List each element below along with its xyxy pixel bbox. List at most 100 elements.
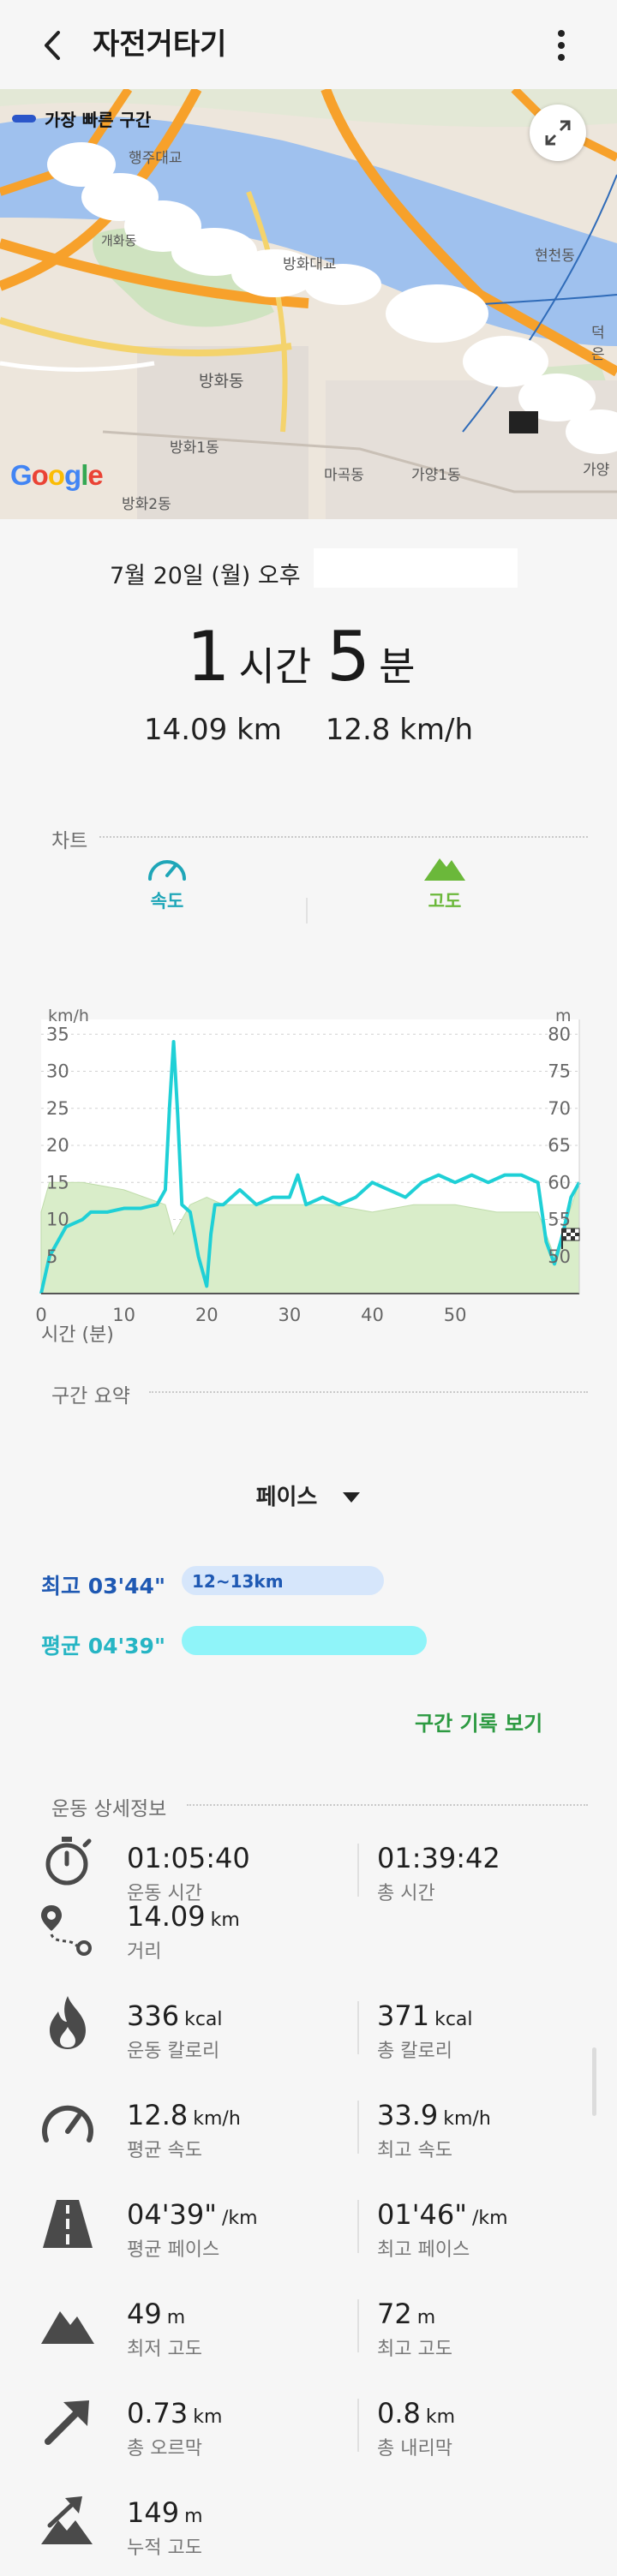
total-descent-label: 총 내리막 bbox=[377, 2438, 452, 2459]
view-segment-records-link[interactable]: 구간 기록 보기 bbox=[415, 1712, 543, 1736]
google-logo: Google bbox=[10, 459, 104, 491]
minutes-unit: 분 bbox=[379, 643, 416, 690]
more-vertical-icon bbox=[558, 30, 565, 61]
pace-selector-label: 페이스 bbox=[255, 1485, 318, 1510]
mountain-icon bbox=[41, 2311, 94, 2344]
total-ascent-label: 총 오르막 bbox=[127, 2438, 202, 2459]
speed-elevation-chart: km/h m 35 30 25 20 15 10 5 80 75 70 65 60 55 50 0 10 20 3… bbox=[26, 994, 591, 1388]
tab-speed-label: 속도 bbox=[150, 891, 184, 911]
summary-distance: 14.09 km bbox=[143, 713, 282, 747]
workout-date: 7월 20일 (월) 오후 bbox=[110, 563, 301, 589]
time-redaction bbox=[314, 548, 518, 588]
workout-duration: 1 시간 5 분 bbox=[0, 617, 617, 696]
best-pace-detail-label: 최고 페이스 bbox=[377, 2239, 470, 2261]
max-speed-value: 33.9 km/h bbox=[377, 2099, 491, 2131]
column-divider bbox=[357, 2399, 359, 2452]
map-label: 마곡동 bbox=[324, 467, 364, 484]
mountain-icon bbox=[424, 858, 465, 881]
column-divider bbox=[357, 2101, 359, 2154]
min-elevation-label: 최저 고도 bbox=[127, 2339, 202, 2360]
route-distance-icon bbox=[41, 1905, 92, 1956]
section-divider bbox=[187, 1804, 588, 1806]
map-label: 개화동 bbox=[101, 233, 137, 248]
cumulative-elevation-value: 149 m bbox=[127, 2496, 203, 2529]
right-tick-label: 60 bbox=[548, 1172, 571, 1192]
map-label: 방화대교 bbox=[283, 256, 337, 273]
x-tick-label: 0 bbox=[35, 1305, 46, 1325]
right-tick-label: 55 bbox=[548, 1210, 571, 1230]
caret-down-icon bbox=[343, 1492, 361, 1503]
section-divider bbox=[99, 836, 588, 838]
total-time-value: 01:39:42 bbox=[377, 1842, 500, 1874]
x-tick-label: 20 bbox=[195, 1305, 219, 1325]
max-speed-label: 최고 속도 bbox=[377, 2140, 452, 2161]
x-tick-label: 30 bbox=[278, 1305, 301, 1325]
speedometer-icon bbox=[148, 860, 186, 881]
cumulative-elevation-label: 누적 고도 bbox=[127, 2537, 202, 2559]
column-divider bbox=[357, 2299, 359, 2352]
finish-flag-icon bbox=[561, 1228, 580, 1249]
road-icon bbox=[43, 2200, 93, 2248]
x-tick-label: 10 bbox=[112, 1305, 135, 1325]
pace-selector[interactable]: 페이스 bbox=[0, 1479, 617, 1511]
left-tick-label: 30 bbox=[46, 1061, 69, 1082]
chart-section-title: 차트 bbox=[51, 830, 88, 852]
speed-series-line bbox=[39, 1039, 581, 1294]
best-segment-range: 12~13km bbox=[192, 1571, 284, 1592]
workout-time-value: 01:05:40 bbox=[127, 1842, 250, 1874]
map-label: 방화동 bbox=[199, 372, 244, 391]
workout-calories-value: 336 kcal bbox=[127, 1999, 223, 2032]
best-pace-label: 최고 03'44" bbox=[41, 1574, 165, 1599]
avg-pace-bar[interactable] bbox=[182, 1626, 427, 1655]
tab-speed[interactable]: 속도 bbox=[120, 860, 214, 913]
tab-elevation[interactable]: 고도 bbox=[398, 858, 492, 913]
summary-stats: 14.09 km 12.8 km/h bbox=[0, 713, 617, 747]
distance-value: 14.09 km bbox=[127, 1900, 240, 1933]
total-calories-value: 371 kcal bbox=[377, 1999, 473, 2032]
left-tick-label: 15 bbox=[46, 1172, 69, 1192]
summary-avg-speed: 12.8 km/h bbox=[325, 713, 474, 747]
speedometer-icon bbox=[42, 2105, 93, 2143]
stopwatch-icon bbox=[45, 1837, 92, 1886]
scrollbar[interactable] bbox=[592, 2047, 596, 2116]
workout-calories-label: 운동 칼로리 bbox=[127, 2041, 220, 2062]
cumulative-elevation-icon bbox=[41, 2496, 93, 2544]
best-pace-bar[interactable] bbox=[182, 1566, 384, 1595]
map-label: 가양1동 bbox=[411, 467, 461, 484]
max-elevation-value: 72 m bbox=[377, 2298, 436, 2330]
expand-icon bbox=[545, 120, 571, 146]
page-title: 자전거타기 bbox=[93, 27, 227, 62]
flame-icon bbox=[50, 1996, 86, 2049]
more-options-button[interactable] bbox=[540, 24, 583, 67]
tab-divider bbox=[306, 898, 308, 923]
map-label: 방화2동 bbox=[122, 496, 171, 513]
right-tick-label: 75 bbox=[548, 1061, 571, 1082]
details-section-title: 운동 상세정보 bbox=[51, 1798, 167, 1820]
map-label: 가양 bbox=[583, 462, 610, 479]
legend-label: 가장 빠른 구간 bbox=[45, 110, 152, 130]
map-canvas bbox=[0, 89, 617, 519]
duration-minutes: 5 bbox=[326, 617, 371, 696]
chart-plot: 35 30 25 20 15 10 5 80 75 70 65 60 55 50 0 10 20 30 40 50 bbox=[35, 1019, 581, 1325]
best-pace-value: 01'46"/km bbox=[377, 2198, 508, 2231]
section-divider bbox=[149, 1391, 588, 1393]
total-calories-label: 총 칼로리 bbox=[377, 2041, 452, 2062]
avg-speed-label: 평균 속도 bbox=[127, 2140, 202, 2161]
hours-unit: 시간 bbox=[238, 643, 312, 690]
workout-time-label: 운동 시간 bbox=[127, 1883, 202, 1904]
arrow-up-right-icon bbox=[45, 2400, 89, 2445]
avg-speed-value: 12.8 km/h bbox=[127, 2099, 241, 2131]
max-elevation-label: 최고 고도 bbox=[377, 2339, 452, 2360]
x-tick-label: 40 bbox=[361, 1305, 384, 1325]
map-label: 방화1동 bbox=[170, 439, 219, 457]
avg-pace-value: 04'39"/km bbox=[127, 2198, 258, 2231]
legend-swatch bbox=[12, 115, 36, 123]
route-map[interactable]: 가장 빠른 구간 행주대교 방화대교 현천동 개화동 방화동 방화1동 방화2동… bbox=[0, 89, 617, 519]
right-axis-unit: m bbox=[555, 1007, 572, 1025]
right-tick-label: 50 bbox=[548, 1246, 571, 1267]
left-tick-label: 10 bbox=[46, 1210, 69, 1230]
right-tick-label: 80 bbox=[548, 1024, 571, 1044]
expand-map-button[interactable] bbox=[530, 105, 586, 161]
back-button[interactable] bbox=[33, 24, 75, 67]
total-descent-value: 0.8 km bbox=[377, 2397, 456, 2430]
